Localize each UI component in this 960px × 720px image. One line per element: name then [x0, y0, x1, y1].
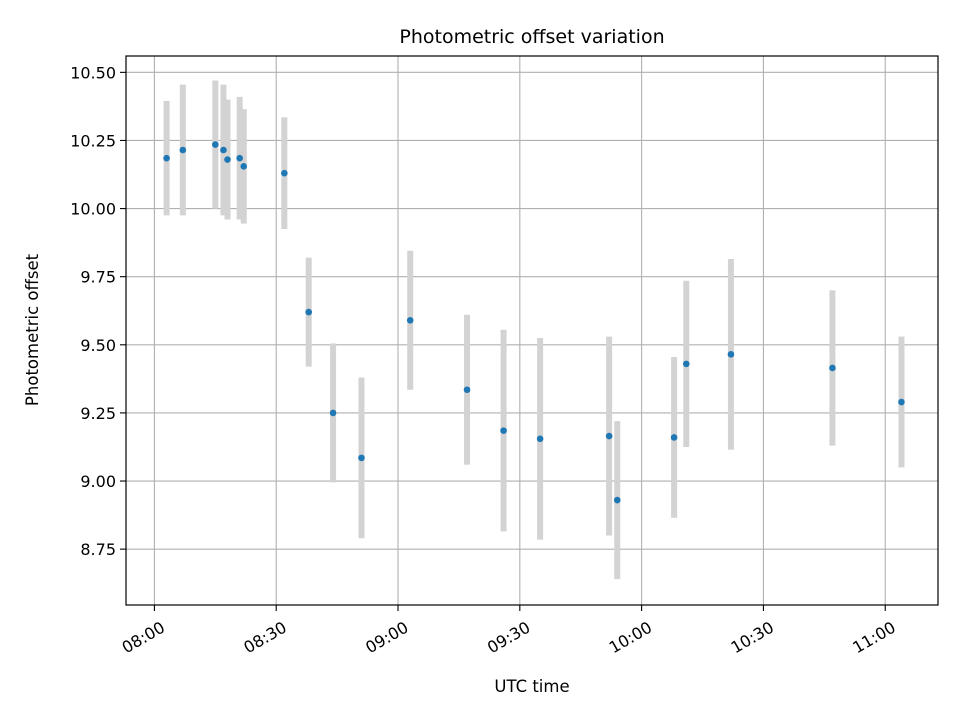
y-tick-label: 9.50 — [80, 336, 116, 355]
x-axis-label: UTC time — [494, 677, 569, 696]
y-tick-label: 9.75 — [80, 268, 116, 287]
data-point — [463, 386, 471, 394]
data-point — [605, 432, 613, 440]
data-point — [163, 154, 170, 162]
data-point — [236, 154, 243, 162]
grid — [126, 56, 938, 605]
data-point — [220, 146, 227, 154]
data-point — [329, 409, 337, 417]
data-point — [500, 427, 507, 434]
data-point — [613, 496, 621, 504]
data-point — [898, 398, 905, 406]
y-tick-label: 10.50 — [70, 63, 116, 82]
data-point — [727, 351, 735, 358]
data-point — [682, 360, 690, 368]
plot-frame — [125, 55, 939, 606]
y-tick-label: 10.00 — [70, 200, 116, 219]
data-point — [281, 169, 288, 177]
data-point — [670, 434, 678, 441]
data-point — [212, 141, 219, 148]
data-point — [536, 435, 544, 443]
data-point — [240, 163, 248, 170]
y-tick-label: 8.75 — [80, 540, 116, 559]
y-tick-label: 9.00 — [80, 472, 116, 491]
data-point — [358, 454, 365, 462]
y-tick-label: 10.25 — [70, 131, 116, 150]
data-point — [224, 156, 231, 163]
y-tick-label: 9.25 — [80, 404, 116, 423]
data-point — [179, 146, 187, 154]
data-point — [829, 364, 836, 372]
data-points — [163, 141, 905, 504]
chart-title: Photometric offset variation — [399, 26, 664, 48]
data-point — [406, 316, 414, 324]
y-axis-label: Photometric offset — [23, 253, 42, 406]
y-axis: 8.75 9.00 9.25 9.50 9.75 10.00 10.25 10.50 — [70, 63, 126, 559]
data-point — [305, 308, 313, 316]
